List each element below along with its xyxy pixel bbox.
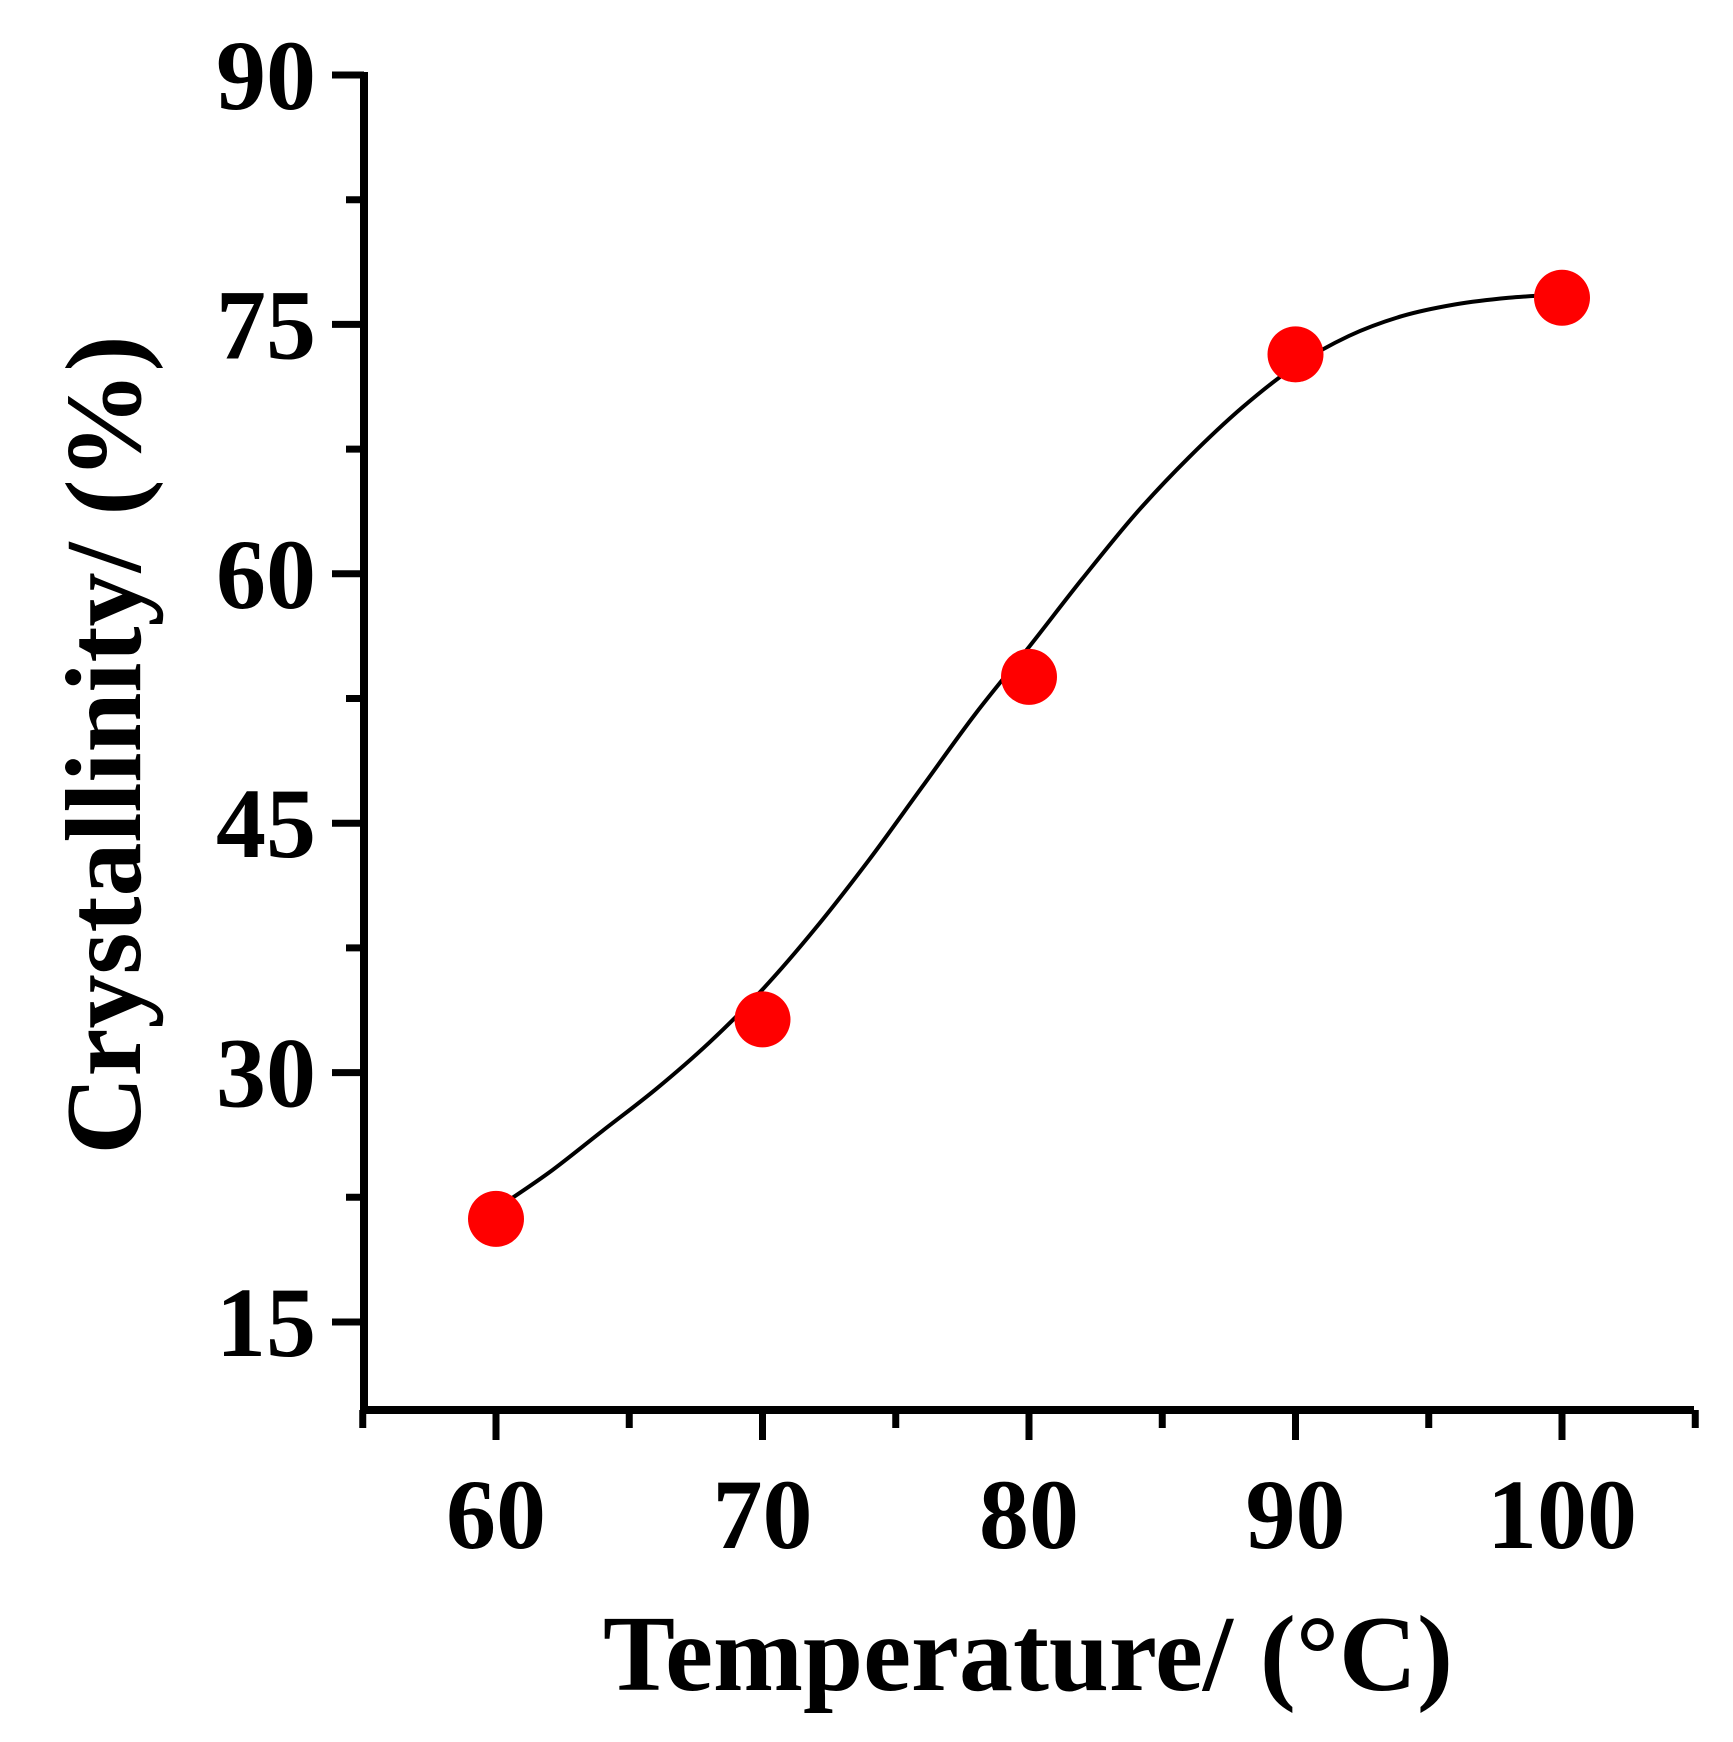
- y-axis-tick-labels: 15 30 45 60 75 90: [216, 20, 316, 1378]
- x-axis-title: Temperature/ (°C): [603, 1595, 1453, 1714]
- y-tick-label: 75: [216, 269, 316, 380]
- y-tick-label: 45: [216, 768, 316, 879]
- y-tick-label: 90: [216, 20, 316, 131]
- y-tick-label: 60: [216, 519, 316, 630]
- x-axis-tick-labels: 60 70 80 90 100: [446, 1459, 1637, 1570]
- data-points: [468, 269, 1590, 1247]
- x-tick-label: 60: [446, 1459, 546, 1570]
- x-tick-label: 100: [1487, 1459, 1637, 1570]
- plot-area: 15 30 45 60 75 90 60 70 80 90 100: [216, 20, 1699, 1570]
- x-axis-ticks: [359, 1410, 1699, 1440]
- y-tick-label: 30: [216, 1018, 316, 1129]
- data-point: [1534, 269, 1590, 326]
- data-point: [1001, 648, 1057, 705]
- x-tick-label: 80: [979, 1459, 1079, 1570]
- x-tick-label: 90: [1246, 1459, 1346, 1570]
- y-axis-title: Crystallinity/ (%): [45, 336, 164, 1155]
- data-point: [468, 1190, 524, 1247]
- data-point: [734, 991, 791, 1048]
- data-point: [1267, 326, 1324, 383]
- y-tick-label: 15: [216, 1267, 316, 1378]
- x-tick-label: 70: [713, 1459, 813, 1570]
- fit-curve-line: [494, 292, 1563, 1211]
- y-axis-ticks: [332, 71, 364, 1326]
